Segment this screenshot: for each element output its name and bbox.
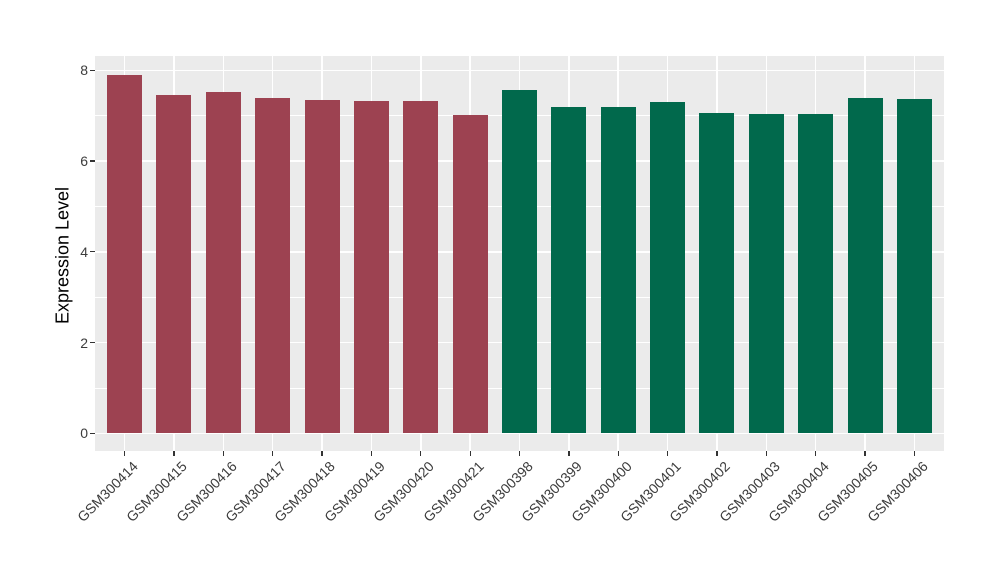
x-tick-mark <box>864 451 866 456</box>
bar-GSM300406 <box>896 98 932 434</box>
bar-GSM300421 <box>452 114 488 434</box>
bar-GSM300420 <box>403 101 439 434</box>
bar-GSM300401 <box>650 102 686 434</box>
x-tick-mark <box>765 451 767 456</box>
x-tick-mark <box>518 451 521 456</box>
x-tick-mark <box>370 451 373 456</box>
x-tick-mark <box>913 451 916 456</box>
bar-GSM300415 <box>156 95 192 434</box>
bar-GSM300405 <box>847 98 883 434</box>
bar-GSM300399 <box>551 107 587 434</box>
y-tick-mark <box>90 251 95 253</box>
y-tick-label: 8 <box>80 62 88 79</box>
bar-GSM300404 <box>798 114 834 434</box>
x-tick-mark <box>420 451 422 456</box>
y-tick-label: 2 <box>80 334 88 351</box>
bar-GSM300418 <box>304 100 340 434</box>
x-tick-mark <box>666 451 669 456</box>
x-tick-mark <box>469 451 471 456</box>
x-tick-mark <box>222 451 225 456</box>
x-tick-mark <box>815 451 817 456</box>
x-tick-mark <box>124 451 126 456</box>
x-tick-mark <box>272 451 274 456</box>
y-tick-label: 6 <box>80 153 88 170</box>
y-tick-label: 4 <box>80 243 88 260</box>
bar-GSM300400 <box>600 107 636 434</box>
x-tick-mark <box>321 451 323 456</box>
bar-GSM300417 <box>255 97 291 434</box>
bar-GSM300398 <box>502 89 537 434</box>
x-tick-mark <box>568 451 570 456</box>
y-tick-mark <box>90 160 95 162</box>
bar-GSM300402 <box>699 112 735 434</box>
y-tick-mark <box>90 341 95 344</box>
x-tick-mark <box>716 451 718 456</box>
bar-GSM300414 <box>107 74 143 434</box>
y-tick-mark <box>90 432 95 434</box>
bar-GSM300416 <box>205 91 241 434</box>
bar-GSM300403 <box>748 113 784 434</box>
x-tick-mark <box>617 451 619 456</box>
y-tick-mark <box>90 69 95 71</box>
plot-panel <box>95 56 944 451</box>
x-tick-mark <box>173 451 175 456</box>
bar-GSM300419 <box>353 100 389 434</box>
y-tick-label: 0 <box>80 425 88 442</box>
